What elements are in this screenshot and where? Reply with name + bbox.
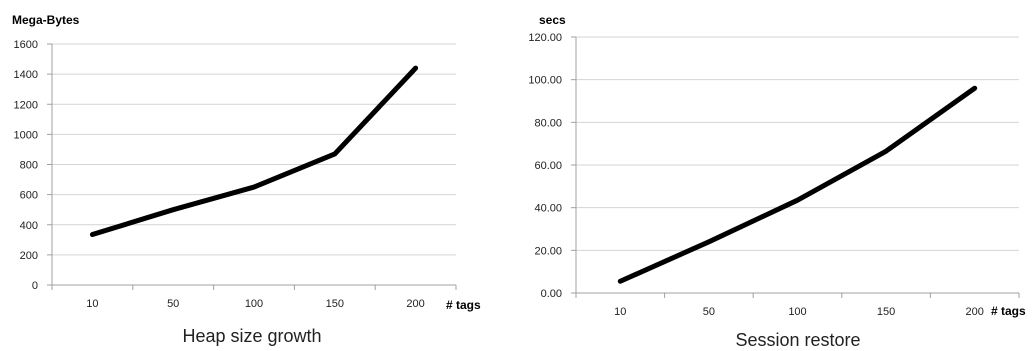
session-x-tick-label: 150	[877, 306, 895, 318]
heap-size-chart-svg: 0 200 400 600 800 1000 1200 1400 1600 10 50 100 150 2…	[12, 13, 481, 346]
session-y-tick-label: 0.00	[541, 288, 562, 300]
heap-x-tick-label: 50	[167, 298, 179, 310]
session-restore-chart-svg: 0.00 20.00 40.00 60.00 80.00 100.00 120.00 10 50…	[528, 13, 1026, 350]
session-y-tick-label: 20.00	[534, 245, 562, 257]
heap-y-tick-label: 200	[20, 250, 38, 262]
heap-y-axis-label: Mega-Bytes	[12, 13, 80, 27]
session-y-axis-label: secs	[539, 13, 566, 27]
session-chart-title: Session restore	[735, 330, 860, 350]
heap-y-tick-label: 1600	[14, 39, 38, 51]
session-restore-chart: 0.00 20.00 40.00 60.00 80.00 100.00 120.00 10 50…	[518, 0, 1036, 351]
heap-y-tick-label: 1400	[14, 69, 38, 81]
session-x-tick-label: 50	[703, 306, 715, 318]
session-y-tick-label: 120.00	[528, 32, 562, 44]
heap-y-tick-label: 1000	[14, 129, 38, 141]
heap-x-tick-label: 10	[86, 298, 98, 310]
session-y-tick-label: 40.00	[534, 203, 562, 215]
heap-y-tick-label: 0	[32, 280, 38, 292]
session-y-tick-label: 100.00	[528, 75, 562, 87]
heap-x-tick-label: 100	[245, 298, 263, 310]
heap-x-axis-label: # tags	[446, 298, 481, 312]
session-x-axis-label: # tags	[991, 304, 1026, 318]
heap-size-chart: 0 200 400 600 800 1000 1200 1400 1600 10 50 100 150 2…	[12, 13, 481, 346]
heap-x-tick-label: 200	[406, 298, 424, 310]
session-plot: 0.00 20.00 40.00 60.00 80.00 100.00 120.00 10 50…	[528, 32, 1020, 318]
heap-y-tick-label: 1200	[14, 99, 38, 111]
session-x-tick-label: 10	[614, 306, 626, 318]
heap-plot: 0 200 400 600 800 1000 1200 1400 1600 10 50 100 150 2…	[14, 39, 457, 310]
session-x-tick-label: 200	[966, 306, 984, 318]
heap-x-tick-label: 150	[326, 298, 344, 310]
heap-y-tick-label: 600	[20, 190, 38, 202]
heap-y-tick-label: 400	[20, 220, 38, 232]
session-y-tick-label: 80.00	[534, 117, 562, 129]
session-y-tick-label: 60.00	[534, 160, 562, 172]
heap-series-line	[89, 65, 419, 238]
heap-chart-title: Heap size growth	[182, 326, 321, 346]
session-series-line	[617, 85, 978, 284]
session-x-tick-label: 100	[788, 306, 806, 318]
heap-y-tick-label: 800	[20, 160, 38, 172]
